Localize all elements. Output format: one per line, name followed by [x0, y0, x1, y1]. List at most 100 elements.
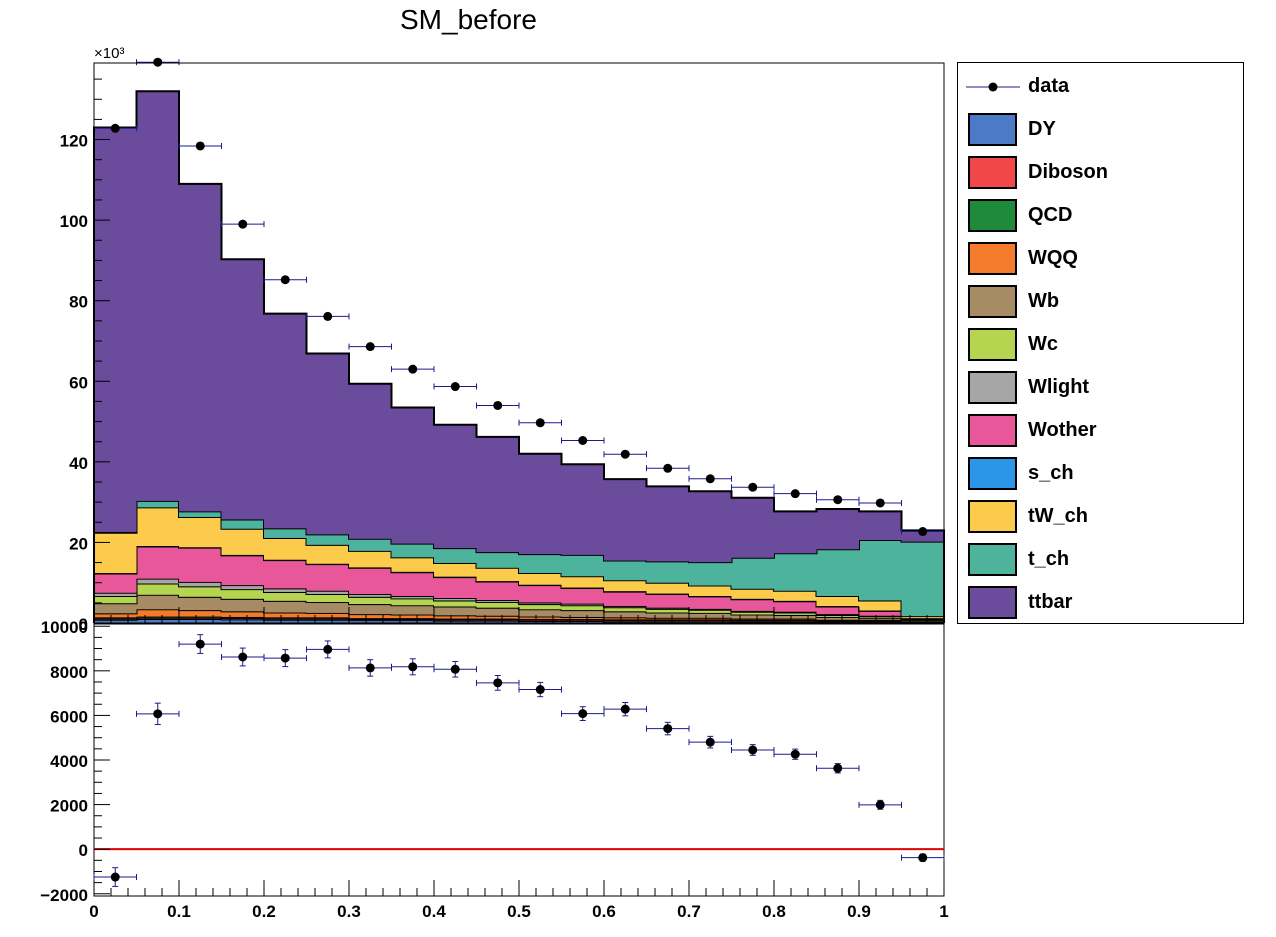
x-tick-label: 0.3	[337, 902, 361, 921]
bar-Wother	[817, 606, 860, 614]
bar-Wc	[137, 584, 180, 595]
legend-item-QCD: QCD	[958, 195, 1243, 235]
bar-tW_ch	[647, 583, 690, 594]
chart-title: SM_before	[400, 4, 537, 36]
bar-t_ch	[477, 552, 520, 568]
bar-Wother	[434, 577, 477, 598]
bar-t_ch	[604, 561, 647, 581]
bar-Wother	[732, 599, 775, 611]
bar-t_ch	[392, 544, 435, 558]
bar-Wc	[349, 597, 392, 604]
x-tick-label: 0.6	[592, 902, 616, 921]
x-tick-label: 0.8	[762, 902, 786, 921]
diff-point	[323, 645, 332, 654]
bar-ttbar	[604, 479, 647, 560]
bar-Wother	[307, 564, 350, 591]
legend-swatch	[968, 285, 1017, 318]
legend-label: QCD	[1028, 204, 1072, 227]
diff-point	[408, 662, 417, 671]
bar-tW_ch	[434, 563, 477, 577]
diff-point	[536, 685, 545, 694]
bar-t_ch	[817, 549, 860, 596]
bar-Wc	[392, 598, 435, 605]
data-point	[918, 527, 927, 536]
bar-ttbar	[774, 511, 817, 553]
diff-point	[833, 764, 842, 773]
diff-point	[621, 705, 630, 714]
bar-t_ch	[902, 542, 945, 617]
bar-t_ch	[689, 562, 732, 585]
legend-label: ttbar	[1028, 591, 1072, 614]
bar-Wother	[519, 585, 562, 602]
bar-ttbar	[179, 184, 222, 512]
legend-label: s_ch	[1028, 462, 1074, 485]
bar-ttbar	[477, 437, 520, 552]
y-tick-label: 6000	[50, 707, 88, 726]
bar-t_ch	[774, 553, 817, 590]
bar-t_ch	[732, 558, 775, 589]
bar-t_ch	[519, 554, 562, 573]
legend-item-Wc: Wc	[958, 324, 1243, 364]
data-point	[621, 450, 630, 459]
legend-item-t_ch: t_ch	[958, 539, 1243, 579]
y-tick-label: 8000	[50, 663, 88, 682]
data-point	[281, 275, 290, 284]
data-point	[153, 58, 162, 67]
diff-point	[918, 853, 927, 862]
bar-ttbar	[137, 91, 180, 501]
bar-ttbar	[519, 454, 562, 554]
bar-t_ch	[562, 555, 605, 576]
legend-marker-dot	[989, 83, 998, 92]
bar-Wother	[137, 546, 180, 578]
bar-Wb	[264, 601, 307, 613]
bar-tW_ch	[137, 507, 180, 546]
bar-ttbar	[859, 511, 902, 540]
bar-t_ch	[647, 561, 690, 582]
legend-swatch	[968, 113, 1017, 146]
data-point	[663, 464, 672, 473]
legend-label: Wb	[1028, 290, 1059, 313]
data-point	[876, 498, 885, 507]
legend-label: WQQ	[1028, 247, 1078, 270]
bar-ttbar	[562, 464, 605, 555]
data-point	[578, 436, 587, 445]
bar-ttbar	[732, 498, 775, 558]
bar-tW_ch	[562, 576, 605, 587]
diff-point	[493, 678, 502, 687]
bar-Wother	[392, 572, 435, 596]
bar-tW_ch	[264, 538, 307, 560]
x-tick-label: 0.7	[677, 902, 701, 921]
bar-Wc	[222, 589, 265, 599]
data-point	[323, 312, 332, 321]
bar-tW_ch	[392, 557, 435, 572]
bar-Wb	[519, 609, 562, 616]
legend-swatch	[968, 586, 1017, 619]
bar-tW_ch	[774, 591, 817, 601]
bar-Wother	[477, 582, 520, 601]
bar-ttbar	[264, 314, 307, 529]
legend-item-data: data	[958, 66, 1243, 106]
y-exponent-label: ×10³	[94, 45, 124, 62]
bar-Wb	[477, 608, 520, 616]
legend-item-ttbar: ttbar	[958, 582, 1243, 622]
legend-label: data	[1028, 75, 1069, 98]
bar-ttbar	[307, 353, 350, 534]
legend-label: DY	[1028, 118, 1056, 141]
legend-marker-icon	[966, 70, 1020, 103]
diff-point	[366, 663, 375, 672]
x-tick-label: 0.4	[422, 902, 446, 921]
bar-Wother	[647, 594, 690, 608]
bar-tW_ch	[222, 529, 265, 555]
data-point	[748, 483, 757, 492]
x-tick-label: 0.9	[847, 902, 871, 921]
bar-Wother	[179, 548, 222, 582]
diff-point	[578, 709, 587, 718]
y-tick-label: 80	[69, 293, 88, 312]
legend-label: Wlight	[1028, 376, 1089, 399]
legend-swatch	[968, 156, 1017, 189]
x-tick-label: 0.5	[507, 902, 531, 921]
bar-Wb	[307, 602, 350, 613]
bar-Wb	[94, 603, 137, 613]
data-point	[111, 124, 120, 133]
